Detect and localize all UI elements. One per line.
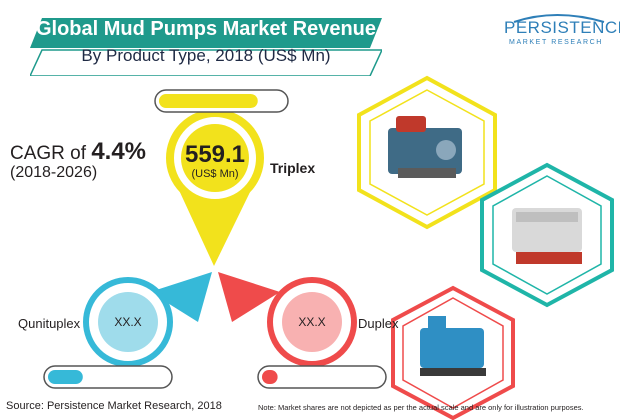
- triplex-circle-inner: [181, 124, 249, 192]
- mud-pump-photo-2: [512, 208, 582, 264]
- quintuplex-circle-inner: [98, 292, 158, 352]
- mud-pump-photo-1: [388, 116, 462, 178]
- logo-subtitle: MARKET RESEARCH: [509, 39, 603, 46]
- cagr-value: 4.4%: [91, 138, 147, 165]
- cagr-text: CAGR of 4.4%: [10, 138, 146, 166]
- footnote: Note: Market shares are not depicted as …: [258, 403, 584, 412]
- source-note: Source: Persistence Market Research, 201…: [6, 400, 222, 412]
- triplex-pin: [178, 188, 252, 266]
- duplex-pin: [218, 272, 280, 322]
- logo-swoosh: [513, 14, 605, 23]
- chart-title-line1: Global Mud Pumps Market Revenue: [35, 18, 377, 40]
- quintuplex-pin: [150, 272, 212, 322]
- title-banner: [30, 18, 382, 76]
- product-image-hexagon-3: [391, 285, 515, 420]
- duplex-circle-inner: [282, 292, 342, 352]
- triplex-value: 559.1: [184, 141, 246, 168]
- cagr-prefix: CAGR of: [10, 143, 92, 164]
- duplex-share-track: [257, 365, 387, 389]
- quintuplex-label: Qunituplex: [18, 316, 81, 331]
- duplex-value: XX.X: [298, 315, 326, 329]
- product-image-hexagon-2: [480, 162, 614, 308]
- quintuplex-share-fill: [48, 370, 83, 384]
- chart-title-line2: By Product Type, 2018 (US$ Mn): [81, 46, 331, 65]
- triplex-unit: (US$ Mn): [191, 168, 239, 180]
- duplex-share-fill: [262, 370, 278, 384]
- triplex-share-fill: [159, 94, 258, 108]
- mud-pump-photo-3: [420, 316, 486, 376]
- duplex-label: Duplex: [358, 316, 399, 331]
- cagr-period: (2018-2026): [10, 164, 98, 181]
- logo-wordmark: PERSISTENCE: [504, 18, 620, 37]
- quintuplex-value: XX.X: [114, 315, 142, 329]
- triplex-label: Triplex: [270, 160, 316, 176]
- product-image-hexagon-1: [357, 75, 497, 230]
